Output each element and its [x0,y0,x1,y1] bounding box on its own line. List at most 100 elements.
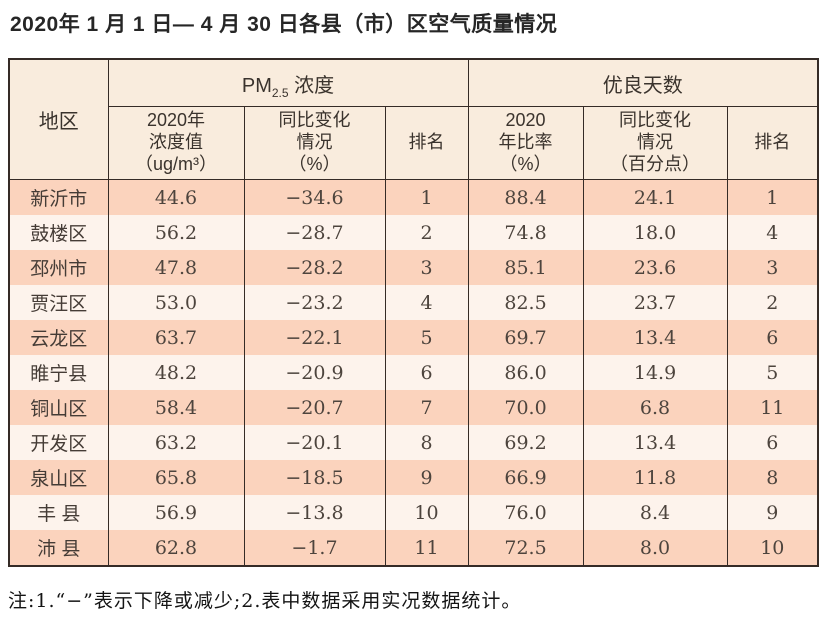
value-cell: −18.5 [243,460,386,495]
value-cell: 86.0 [467,355,584,390]
value-cell: 74.8 [467,215,584,250]
header-sub-row: 2020年 浓度值 （ug/m³） 同比变化 情况 （%） 排名 2020 年比… [9,106,819,180]
value-cell: 9 [726,495,819,530]
header-days-ratio-2020: 2020 年比率 （%） [467,106,584,180]
value-cell: 8 [726,460,819,495]
value-cell: 6 [384,355,469,390]
value-cell: −28.7 [243,215,386,250]
value-cell: 5 [384,320,469,355]
value-cell: 6 [726,320,819,355]
header-pm25-rank: 排名 [384,106,469,180]
table-header: 地区 PM2.5 浓度 优良天数 2020年 浓度值 （ug/m³） 同比变化 … [8,59,819,180]
value-cell: 8.0 [582,530,728,566]
value-cell: 69.7 [467,320,584,355]
region-cell: 云龙区 [8,320,109,355]
header-group-good-days: 优良天数 [467,59,819,107]
header-group-pm25: PM2.5 浓度 [107,59,469,107]
value-cell: −13.8 [243,495,386,530]
table-row: 丰 县 56.9 −13.8 10 76.0 8.4 9 [8,495,819,530]
value-cell: 18.0 [582,215,728,250]
value-cell: 4 [384,285,469,320]
table-body: 新沂市 44.6 −34.6 1 88.4 24.1 1 鼓楼区 56.2 −28.7 2 74.8 1… [8,179,819,566]
value-cell: 72.5 [467,530,584,566]
header-pm25-value-2020: 2020年 浓度值 （ug/m³） [107,106,245,180]
header-region: 地区 [8,59,109,180]
footnote: 注:1.“−”表示下降或减少;2.表中数据采用实况数据统计。 [8,590,522,612]
header-days-rank: 排名 [726,106,819,180]
value-cell: 8.4 [582,495,728,530]
value-cell: 5 [726,355,819,390]
value-cell: 85.1 [467,250,584,285]
value-cell: 69.2 [467,425,584,460]
value-cell: 4 [726,215,819,250]
table-row: 邳州市 47.8 −28.2 3 85.1 23.6 3 [8,250,819,285]
table-row: 沛 县 62.8 −1.7 11 72.5 8.0 10 [8,530,819,566]
value-cell: 14.9 [582,355,728,390]
value-cell: 3 [726,250,819,285]
value-cell: 13.4 [582,320,728,355]
value-cell: −20.7 [243,390,386,425]
value-cell: −20.1 [243,425,386,460]
value-cell: 70.0 [467,390,584,425]
value-cell: 65.8 [107,460,245,495]
header-group-row: 地区 PM2.5 浓度 优良天数 [8,59,819,180]
value-cell: 44.6 [107,179,245,215]
value-cell: 63.7 [107,320,245,355]
header-pm25-yoy-change: 同比变化 情况 （%） [243,106,386,180]
region-cell: 沛 县 [8,530,109,566]
table-row: 泉山区 65.8 −18.5 9 66.9 11.8 8 [8,460,819,495]
value-cell: 1 [384,179,469,215]
value-cell: 23.7 [582,285,728,320]
value-cell: 1 [726,179,819,215]
value-cell: 11 [726,390,819,425]
value-cell: 3 [384,250,469,285]
value-cell: 13.4 [582,425,728,460]
value-cell: 10 [726,530,819,566]
value-cell: −34.6 [243,179,386,215]
value-cell: 58.4 [107,390,245,425]
pm25-subscript: 2.5 [271,85,289,100]
value-cell: 56.2 [107,215,245,250]
value-cell: −28.2 [243,250,386,285]
table-row: 贾汪区 53.0 −23.2 4 82.5 23.7 2 [8,285,819,320]
value-cell: 23.6 [582,250,728,285]
value-cell: 8 [384,425,469,460]
value-cell: −22.1 [243,320,386,355]
value-cell: 10 [384,495,469,530]
region-cell: 铜山区 [8,390,109,425]
value-cell: 56.9 [107,495,245,530]
value-cell: 62.8 [107,530,245,566]
region-cell: 丰 县 [8,495,109,530]
table-row: 鼓楼区 56.2 −28.7 2 74.8 18.0 4 [8,215,819,250]
header-days-yoy-change: 同比变化 情况 （百分点） [582,106,728,180]
value-cell: 9 [384,460,469,495]
pm25-label-suffix: 浓度 [288,74,335,97]
value-cell: 6.8 [582,390,728,425]
page-title: 2020年 1 月 1 日— 4 月 30 日各县（市）区空气质量情况 [10,13,558,36]
value-cell: 48.2 [107,355,245,390]
value-cell: 7 [384,390,469,425]
value-cell: 53.0 [107,285,245,320]
region-cell: 贾汪区 [8,285,109,320]
value-cell: 82.5 [467,285,584,320]
table-row: 云龙区 63.7 −22.1 5 69.7 13.4 6 [8,320,819,355]
value-cell: 24.1 [582,179,728,215]
value-cell: 63.2 [107,425,245,460]
value-cell: −23.2 [243,285,386,320]
value-cell: −20.9 [243,355,386,390]
pm25-label-prefix: PM [241,74,272,97]
region-cell: 泉山区 [8,460,109,495]
value-cell: 11.8 [582,460,728,495]
value-cell: 2 [726,285,819,320]
value-cell: 6 [726,425,819,460]
value-cell: 66.9 [467,460,584,495]
table-row: 开发区 63.2 −20.1 8 69.2 13.4 6 [8,425,819,460]
region-cell: 鼓楼区 [8,215,109,250]
value-cell: −1.7 [243,530,386,566]
value-cell: 76.0 [467,495,584,530]
region-cell: 开发区 [8,425,109,460]
table-row: 铜山区 58.4 −20.7 7 70.0 6.8 11 [8,390,819,425]
region-cell: 新沂市 [8,179,109,215]
value-cell: 88.4 [467,179,584,215]
